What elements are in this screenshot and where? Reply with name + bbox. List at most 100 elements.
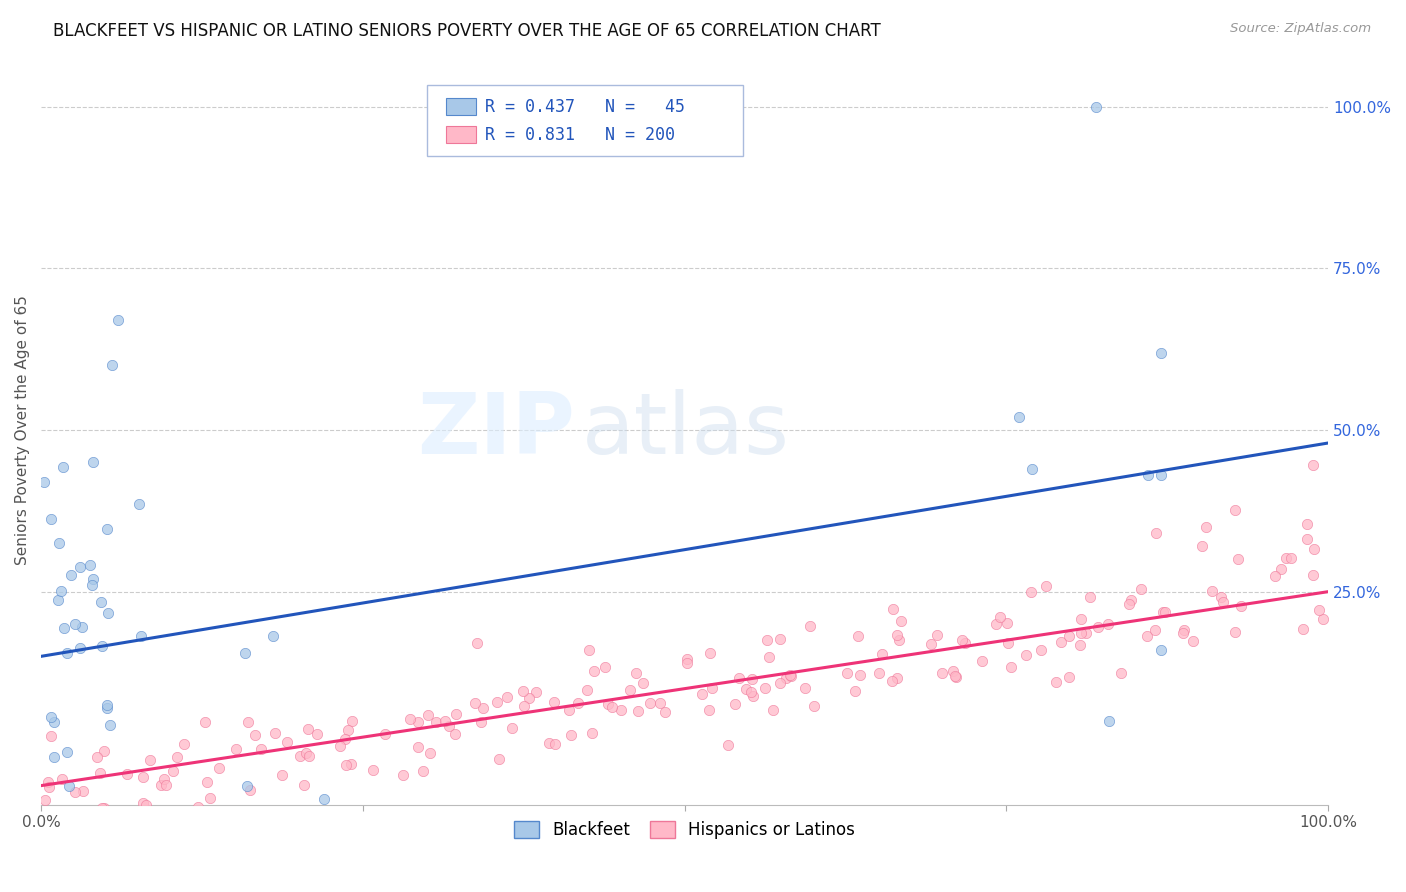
Point [1279,551,1302,566]
Point [32,475,55,490]
Point [942,664,965,678]
Point [887,633,910,648]
Point [758,649,780,664]
Point [243,728,266,742]
Point [1000,660,1022,674]
Point [1150,643,1173,657]
Point [970,654,993,668]
Point [837,666,859,681]
Point [340,714,363,728]
Point [1308,603,1330,617]
Point [1181,634,1204,648]
Point [139,753,162,767]
Point [305,727,328,741]
Point [882,602,904,616]
Point [619,682,641,697]
Point [848,668,870,682]
Point [756,632,779,647]
Point [803,698,825,713]
Point [558,703,581,717]
Point [1229,599,1251,614]
Point [1049,635,1071,649]
Point [408,739,430,754]
Point [638,696,661,710]
Point [1059,629,1081,643]
Point [544,737,567,751]
Point [953,636,976,650]
Point [768,675,790,690]
Point [846,629,869,643]
Point [91,639,114,653]
Point [117,811,139,825]
Point [187,800,209,814]
Y-axis label: Seniors Poverty Over the Age of 65: Seniors Poverty Over the Age of 65 [15,295,30,565]
Point [89,765,111,780]
Point [173,737,195,751]
Point [53,621,76,635]
Point [270,768,292,782]
Point [1275,551,1298,566]
Point [91,801,114,815]
Point [82,578,104,592]
Point [67,814,90,828]
Point [86,749,108,764]
Point [997,636,1019,650]
Point [336,723,359,737]
Point [780,669,803,683]
Point [583,665,606,679]
Point [238,714,260,729]
Point [150,778,173,792]
Point [153,772,176,787]
Point [276,735,298,749]
Point [1296,532,1319,546]
FancyBboxPatch shape [427,85,742,156]
Point [93,744,115,758]
Point [465,636,488,650]
Point [1035,579,1057,593]
Point [166,749,188,764]
Point [295,746,318,760]
Point [1152,605,1174,619]
Point [1008,410,1031,425]
Point [51,584,73,599]
Point [82,455,104,469]
Point [754,681,776,695]
Point [576,682,599,697]
Point [96,701,118,715]
Point [297,722,319,736]
Point [886,671,908,685]
Point [775,671,797,685]
Point [55,646,77,660]
Point [1144,525,1167,540]
Point [1069,638,1091,652]
Point [39,729,62,743]
Point [496,690,519,704]
Point [464,696,486,710]
Point [51,772,73,787]
Point [1292,622,1315,636]
Point [1173,625,1195,640]
Point [1212,595,1234,609]
Point [1312,612,1334,626]
Text: R = 0.437   N =   45: R = 0.437 N = 45 [485,98,685,116]
Point [416,707,439,722]
Point [844,684,866,698]
Point [920,637,942,651]
Point [41,512,63,526]
Point [444,706,467,721]
Point [93,801,115,815]
Point [950,633,973,648]
Point [101,359,124,373]
Point [870,647,893,661]
Point [90,595,112,609]
Point [361,763,384,777]
Point [596,697,619,711]
Point [419,746,441,760]
Point [298,748,321,763]
FancyBboxPatch shape [446,98,477,115]
Point [329,739,352,754]
Point [132,770,155,784]
Point [98,718,121,732]
Point [567,696,589,710]
Point [63,617,86,632]
